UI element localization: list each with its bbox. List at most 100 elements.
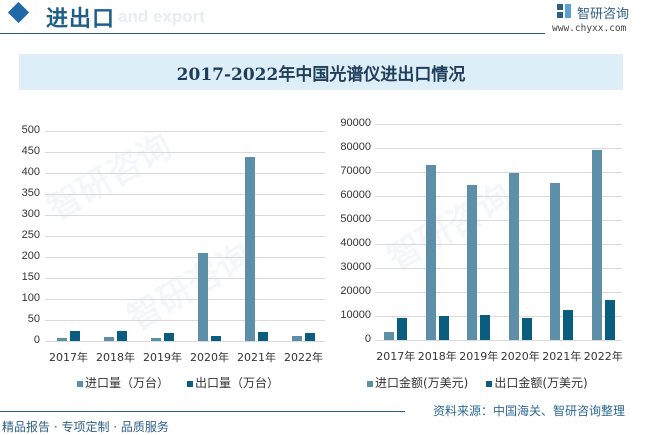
- y-tick-label: 300: [21, 208, 40, 220]
- bar-export: [70, 331, 80, 341]
- bar-import: [467, 184, 478, 340]
- bar-import: [198, 252, 208, 341]
- y-tick-label: 100: [21, 292, 40, 304]
- legend-item: 进口量（万台）: [77, 376, 169, 390]
- legend-swatch: [187, 380, 194, 387]
- y-tick-label: 500: [21, 124, 40, 136]
- legend-label: 进口量（万台）: [85, 376, 170, 390]
- y-tick-label: 200: [21, 250, 40, 262]
- legend-label: 出口量（万台）: [195, 376, 280, 390]
- section-subtitle: and export: [118, 7, 205, 26]
- x-tick-label: 2020年: [500, 350, 540, 363]
- slogan: 精品报告 · 专项定制 · 品质服务: [2, 420, 169, 434]
- bar-export: [397, 317, 408, 340]
- bar-import: [384, 331, 395, 340]
- y-tick-label: 50: [27, 313, 40, 325]
- bar-export: [563, 309, 574, 340]
- x-tick-label: 2021年: [542, 350, 582, 363]
- logo-url: www.chyxx.com: [552, 23, 627, 34]
- gridline: [375, 124, 622, 125]
- bar-import: [292, 335, 302, 341]
- logo-mark-icon: [557, 4, 571, 18]
- y-tick-label: 40000: [340, 237, 371, 249]
- gridline: [45, 215, 325, 216]
- x-tick-label: 2022年: [284, 351, 323, 364]
- bar-export: [164, 333, 174, 341]
- legend-item: 出口量（万台）: [187, 376, 279, 390]
- y-tick-label: 20000: [340, 285, 371, 297]
- bar-import: [550, 182, 561, 340]
- x-tick-label: 2017年: [49, 351, 88, 364]
- chart-title: 2017-2022年中国光谱仪进出口情况: [176, 65, 466, 85]
- bar-import: [425, 164, 436, 340]
- gridline: [45, 341, 325, 342]
- watermark: 智研咨询: [40, 126, 179, 229]
- logo-name: 智研咨询: [577, 7, 630, 22]
- y-tick-label: 400: [21, 166, 40, 178]
- bar-export: [438, 315, 449, 340]
- bar-import: [104, 337, 114, 341]
- bar-import: [57, 338, 67, 341]
- bar-import: [591, 149, 602, 340]
- gridline: [45, 320, 325, 321]
- gridline: [375, 172, 622, 173]
- y-tick-label: 60000: [340, 189, 371, 201]
- gridline: [45, 299, 325, 300]
- gridline: [375, 220, 622, 221]
- x-tick-label: 2018年: [96, 351, 135, 364]
- legend-label: 出口金额(万美元): [494, 376, 588, 390]
- gridline: [45, 257, 325, 258]
- section-header: and export 进出口 智研咨询 www.chyxx.com: [0, 0, 648, 34]
- legend-item: 出口金额(万美元): [486, 376, 588, 390]
- gridline: [375, 196, 622, 197]
- watermark: 智研咨询: [120, 236, 259, 339]
- x-tick-label: 2019年: [459, 350, 499, 363]
- bar-import: [245, 157, 255, 341]
- header-divider: [0, 33, 545, 34]
- diamond-icon: [7, 1, 30, 24]
- section-title: 进出口: [46, 6, 116, 32]
- bar-export: [305, 333, 315, 341]
- bar-export: [480, 314, 491, 340]
- y-tick-label: 50000: [340, 213, 371, 225]
- y-tick-label: 80000: [340, 141, 371, 153]
- gridline: [45, 278, 325, 279]
- y-tick-label: 0: [364, 333, 371, 345]
- y-tick-label: 250: [21, 229, 40, 241]
- bar-export: [258, 332, 268, 341]
- legend-item: 进口金额(万美元): [367, 376, 468, 390]
- bar-export: [521, 317, 532, 340]
- x-tick-label: 2018年: [417, 350, 457, 363]
- legend-value: 进口金额(万美元) 出口金额(万美元): [367, 374, 606, 391]
- y-tick-label: 0: [33, 334, 40, 346]
- chart-title-band: 2017-2022年中国光谱仪进出口情况: [19, 54, 623, 90]
- gridline: [375, 292, 622, 293]
- y-tick-label: 70000: [340, 165, 371, 177]
- source-note: 资料来源：中国海关、智研咨询整理: [433, 404, 626, 418]
- y-tick-label: 90000: [340, 117, 371, 129]
- bar-export: [604, 299, 615, 340]
- x-tick-label: 2019年: [143, 351, 182, 364]
- gridline: [375, 340, 622, 341]
- gridline: [45, 173, 325, 174]
- legend-swatch: [77, 380, 83, 387]
- x-tick-label: 2020年: [190, 351, 229, 364]
- footer-divider: [0, 411, 405, 412]
- gridline: [45, 194, 325, 195]
- bar-export: [117, 330, 127, 341]
- y-tick-label: 30000: [340, 261, 371, 273]
- bar-import: [508, 172, 519, 340]
- gridline: [375, 244, 622, 245]
- watermark: 智研咨询: [380, 176, 519, 279]
- gridline: [45, 131, 325, 132]
- gridline: [375, 268, 622, 269]
- legend-label: 进口金额(万美元): [375, 376, 469, 390]
- legend-swatch: [486, 380, 493, 387]
- x-tick-label: 2022年: [583, 350, 623, 363]
- y-tick-label: 150: [21, 271, 40, 283]
- bar-export: [211, 335, 221, 341]
- gridline: [375, 148, 622, 149]
- y-tick-label: 10000: [340, 309, 371, 321]
- bar-import: [151, 338, 161, 341]
- legend-volume: 进口量（万台） 出口量（万台）: [77, 374, 297, 391]
